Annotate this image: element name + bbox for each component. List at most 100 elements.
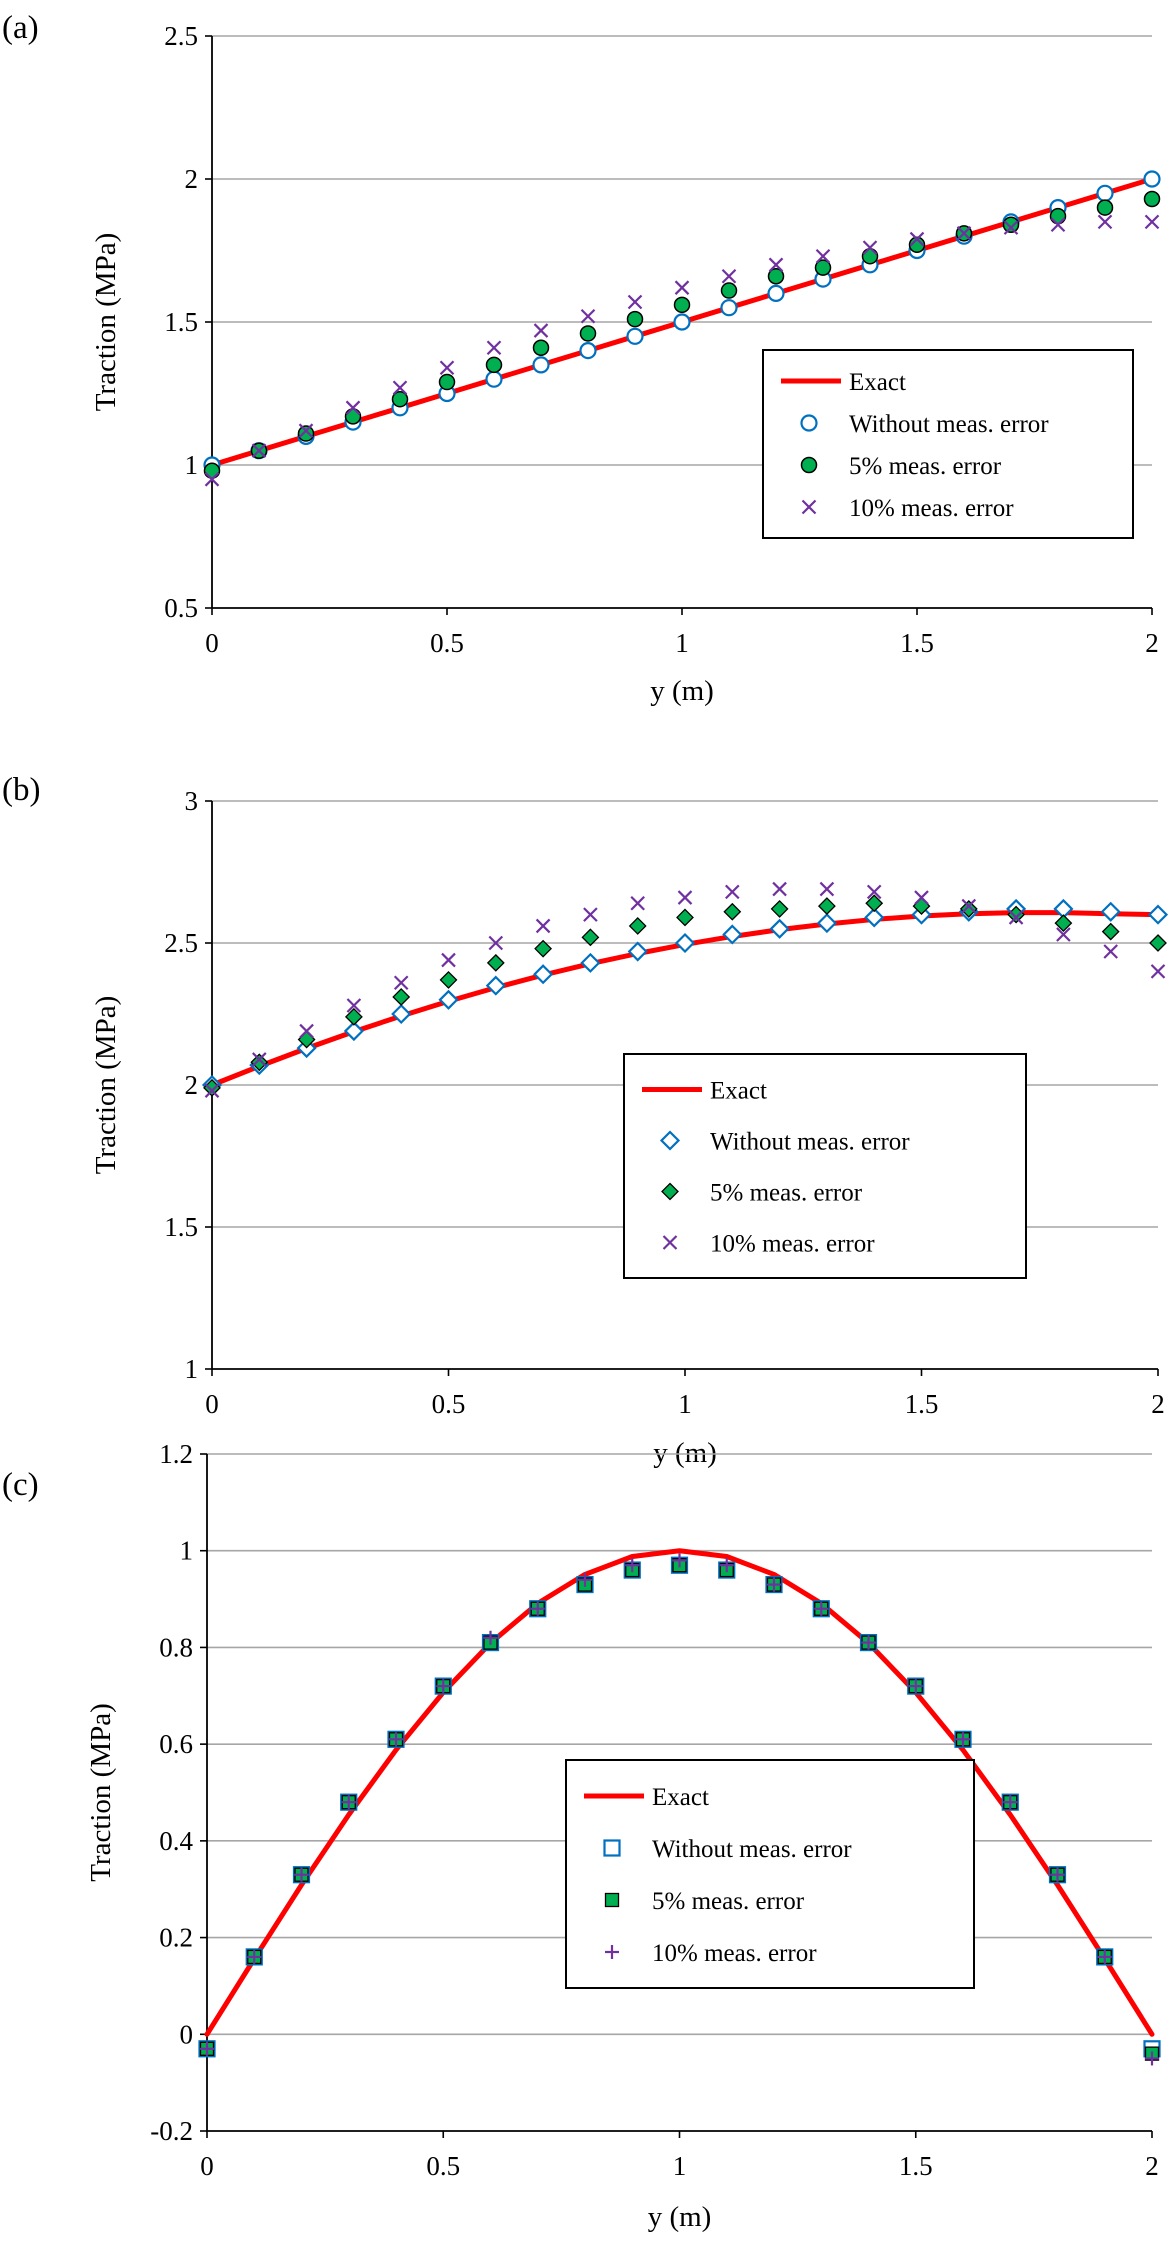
- data-point-ten: [393, 975, 409, 991]
- data-point-ten: [345, 400, 361, 416]
- y-tick-label: 2.5: [164, 21, 198, 51]
- data-point-ten: [486, 340, 502, 356]
- y-tick-label: 3: [185, 786, 199, 816]
- series-ten: [204, 214, 1160, 487]
- data-point-five: [250, 1053, 269, 1072]
- data-point-five: [438, 373, 456, 391]
- legend-label-five: 5% meas. error: [710, 1180, 863, 1207]
- data-point-ten: [1103, 944, 1118, 959]
- data-point-ten: [677, 890, 693, 905]
- data-point-ten: [530, 1601, 545, 1616]
- data-point-ten: [247, 1949, 262, 1964]
- data-point-ten: [674, 280, 690, 295]
- data-point-five: [676, 908, 694, 927]
- data-point-five: [673, 296, 691, 314]
- data-point-ten: [767, 1577, 781, 1592]
- data-point-ten: [862, 240, 878, 255]
- data-point-without: [769, 918, 790, 939]
- series-without: [201, 898, 1169, 1096]
- data-point-ten: [299, 1023, 314, 1039]
- y-tick-label: 0: [180, 2019, 194, 2049]
- data-point-five: [1049, 207, 1067, 225]
- data-point-ten: [625, 1558, 640, 1573]
- y-tick-label: 1.5: [164, 307, 198, 337]
- data-point-ten: [1050, 217, 1066, 233]
- data-point-five: [814, 259, 832, 276]
- data-point-ten: [721, 268, 737, 284]
- y-tick-label: 0.4: [159, 1826, 193, 1856]
- legend-swatch-without: [603, 1839, 621, 1857]
- x-tick-label: 0.5: [432, 1389, 466, 1419]
- panel-label: (c): [2, 1467, 39, 1503]
- data-point-five: [485, 356, 503, 374]
- legend-swatch-without: [659, 1130, 681, 1151]
- series-ten: [204, 881, 1166, 1098]
- data-point-without: [816, 913, 837, 934]
- data-point-five: [770, 900, 789, 918]
- legend-label-without: Without meas. error: [710, 1129, 910, 1156]
- legend-label-five: 5% meas. error: [652, 1888, 805, 1915]
- data-point-ten: [483, 1630, 498, 1645]
- data-point-ten: [909, 231, 925, 247]
- legend-label-ten: 10% meas. error: [849, 495, 1014, 522]
- legend-label-exact: Exact: [710, 1078, 767, 1105]
- data-point-ten: [815, 248, 831, 264]
- data-point-without: [532, 356, 550, 374]
- data-point-five: [1143, 190, 1161, 208]
- x-tick-label: 2: [1145, 2151, 1159, 2181]
- data-point-five: [628, 917, 647, 935]
- data-point-five: [817, 897, 836, 915]
- x-tick-label: 1.5: [899, 2151, 933, 2181]
- y-tick-label: 1: [180, 1536, 194, 1566]
- x-tick-label: 1: [678, 1389, 692, 1419]
- panel-label: (a): [2, 10, 39, 46]
- data-point-five: [579, 325, 597, 342]
- chart-panel-2: (b) 1 1.5 2 2.5 3 0 0.5 1 1.5 2 Traction (MPa) y (m)…: [2, 772, 1169, 1469]
- data-point-without: [864, 907, 885, 928]
- y-tick-label: 0.5: [164, 593, 198, 623]
- legend: Exact Without meas. error 5% meas. error 10…: [623, 1053, 1027, 1279]
- data-point-ten: [436, 1679, 451, 1694]
- data-point-ten: [1144, 214, 1160, 230]
- data-point-ten: [1145, 2051, 1159, 2066]
- data-point-without: [485, 975, 506, 996]
- legend-swatch-ten: [605, 1945, 619, 1959]
- legend-swatch-five: [800, 456, 818, 474]
- y-tick-label: 2: [185, 164, 199, 194]
- data-point-ten: [956, 1732, 970, 1747]
- data-point-ten: [1056, 927, 1071, 942]
- data-point-ten: [488, 935, 504, 951]
- data-point-without: [1096, 184, 1114, 202]
- data-point-five: [344, 408, 362, 425]
- data-point-ten: [294, 1867, 309, 1882]
- data-point-five: [720, 282, 738, 299]
- legend-swatch-ten: [662, 1235, 678, 1250]
- data-point-ten: [630, 895, 645, 911]
- data-point-ten: [956, 226, 972, 241]
- x-tick-label: 0.5: [430, 628, 464, 658]
- legend-swatch-five: [661, 1182, 679, 1201]
- x-tick-label: 0: [205, 628, 219, 658]
- y-tick-label: 1: [185, 450, 199, 480]
- data-point-ten: [627, 294, 643, 310]
- data-point-without: [720, 299, 738, 317]
- data-point-five: [861, 247, 879, 265]
- data-point-without: [767, 284, 785, 302]
- y-tick-label: 0.2: [159, 1923, 193, 1953]
- data-point-five: [534, 939, 553, 958]
- data-point-without: [391, 1003, 412, 1025]
- series-five: [203, 894, 1167, 1097]
- legend-label-five: 5% meas. error: [849, 453, 1002, 480]
- data-point-without: [580, 952, 601, 973]
- data-point-ten: [346, 998, 362, 1013]
- y-tick-label: 0.6: [159, 1729, 193, 1759]
- legend-label-ten: 10% meas. error: [652, 1940, 817, 1967]
- x-tick-label: 1: [675, 628, 689, 658]
- data-point-ten: [719, 1558, 734, 1573]
- series-ten: [200, 1553, 1159, 2066]
- data-point-ten: [1150, 964, 1166, 979]
- data-point-five: [1096, 199, 1114, 216]
- data-point-without: [1100, 901, 1121, 922]
